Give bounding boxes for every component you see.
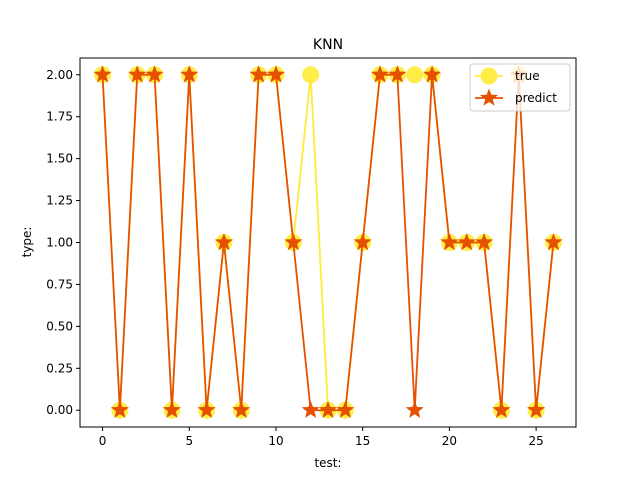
data-point-predict: [110, 400, 129, 418]
series-predict: [93, 65, 563, 418]
y-tick-label: 1.75: [46, 110, 73, 124]
data-point-predict: [405, 400, 424, 418]
data-point-predict: [318, 400, 338, 418]
x-tick-label: 0: [99, 434, 107, 448]
data-point-predict: [145, 65, 164, 83]
legend-label-true: true: [515, 69, 540, 83]
data-point-predict: [232, 400, 251, 418]
data-point-predict: [388, 65, 407, 83]
data-point-predict: [180, 65, 199, 83]
data-point-predict: [249, 65, 268, 83]
x-axis-ticks: 0 5 10 15 20 25: [99, 427, 544, 448]
data-point-predict: [301, 400, 320, 418]
axes-frame: [79, 57, 577, 428]
y-tick-label: 1.00: [46, 236, 73, 250]
data-point-predict: [423, 65, 442, 83]
data-point-predict: [197, 400, 216, 418]
y-tick-label: 0.00: [46, 403, 73, 417]
y-axis-label: type:: [20, 227, 34, 258]
data-point-predict: [353, 233, 372, 251]
y-tick-label: 1.50: [46, 152, 73, 166]
data-point-predict: [440, 233, 459, 251]
legend-marker-true: [480, 67, 498, 85]
data-point-predict: [284, 233, 303, 251]
y-tick-label: 0.75: [46, 277, 73, 291]
x-tick-label: 20: [442, 434, 457, 448]
x-tick-label: 5: [185, 434, 193, 448]
legend-label-predict: predict: [515, 91, 557, 105]
x-tick-label: 25: [528, 434, 543, 448]
y-tick-label: 0.50: [46, 319, 73, 333]
data-point-predict: [544, 233, 563, 251]
data-point-true: [302, 66, 320, 84]
y-tick-label: 0.25: [46, 361, 73, 375]
data-point-predict: [336, 400, 355, 418]
legend: true predict: [469, 63, 571, 112]
data-point-predict: [128, 65, 147, 83]
chart-title: KNN: [313, 37, 343, 53]
data-point-predict: [266, 65, 286, 83]
data-point-predict: [370, 65, 390, 83]
x-tick-label: 15: [355, 434, 370, 448]
data-point-predict: [457, 233, 476, 251]
data-point-true: [406, 66, 424, 84]
data-point-predict: [214, 233, 233, 251]
plot-area: [93, 65, 563, 419]
x-axis-label: test:: [314, 456, 341, 470]
y-tick-label: 1.25: [46, 194, 73, 208]
legend-marker-predict: [479, 88, 499, 106]
series-true: [94, 66, 562, 419]
data-point-predict: [475, 233, 494, 251]
data-point-predict: [93, 65, 112, 83]
y-axis-ticks: 0.00 0.25 0.50 0.75 1.00 1.25 1.50 1.75 2.00: [46, 68, 80, 417]
data-point-predict: [492, 400, 511, 418]
x-tick-label: 10: [268, 434, 283, 448]
data-point-predict: [527, 400, 546, 418]
y-tick-label: 2.00: [46, 68, 73, 82]
data-point-predict: [162, 400, 181, 418]
